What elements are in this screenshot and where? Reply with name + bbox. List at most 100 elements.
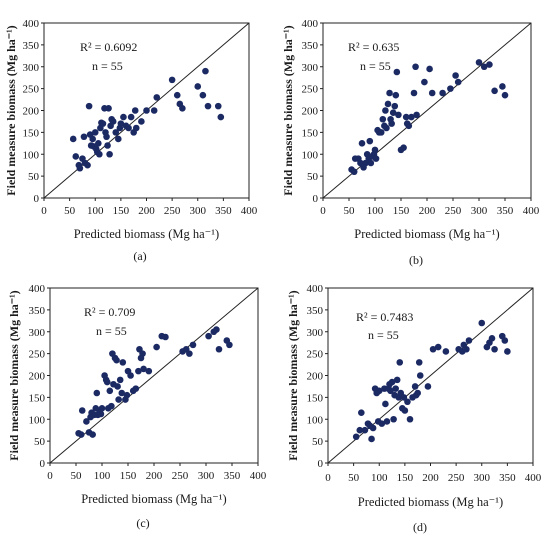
x-tick-label: 50: [344, 205, 356, 217]
data-point: [103, 378, 111, 386]
data-point: [361, 426, 369, 434]
data-point: [127, 372, 134, 379]
data-point: [424, 383, 432, 390]
x-tick-label: 400: [241, 205, 258, 217]
data-point: [199, 91, 207, 99]
data-point: [78, 407, 86, 414]
x-tick-label: 200: [422, 472, 439, 484]
r-squared-label: R² = 0.709: [84, 305, 135, 319]
data-point: [382, 107, 389, 114]
data-point: [104, 142, 111, 149]
data-point: [143, 107, 150, 114]
data-point: [375, 387, 383, 395]
data-point: [387, 387, 394, 395]
y-tick-label: 100: [29, 414, 46, 426]
data-point: [386, 89, 393, 97]
data-point: [352, 433, 360, 441]
x-tick-label: 300: [198, 470, 215, 482]
panel-b: 0 50 100 150 200 250 300 350 400 0 50 100 150 200 250 3…: [281, 18, 540, 267]
data-point: [395, 111, 402, 119]
data-point: [72, 153, 80, 160]
sample-size-label: n = 55: [368, 328, 399, 342]
y-tick-label: 250: [29, 349, 46, 361]
data-point: [84, 161, 91, 169]
data-point: [491, 87, 498, 95]
data-point: [400, 144, 407, 151]
data-point: [392, 91, 400, 99]
data-point: [138, 118, 145, 125]
data-point: [372, 155, 380, 162]
data-point: [415, 359, 423, 366]
x-tick-label: 300: [190, 205, 207, 217]
y-tick-label: 200: [23, 106, 40, 118]
data-point: [205, 332, 212, 340]
data-point: [356, 426, 364, 434]
data-point: [499, 83, 506, 90]
y-tick-label: 200: [29, 371, 46, 383]
data-point: [186, 350, 193, 357]
data-point: [383, 124, 390, 132]
data-point: [217, 113, 225, 121]
data-point: [393, 376, 401, 384]
sample-size-label: n = 55: [360, 59, 391, 73]
data-point: [447, 85, 454, 92]
data-point: [371, 146, 379, 154]
y-tick-label: 300: [23, 62, 40, 74]
data-point: [162, 333, 169, 341]
data-point: [99, 120, 107, 127]
data-point: [368, 435, 375, 443]
data-point: [114, 383, 121, 390]
y-tick-label: 350: [29, 305, 46, 317]
data-point: [127, 113, 135, 121]
data-point: [194, 83, 202, 90]
x-tick-label: 50: [71, 470, 83, 482]
y-tick-label: 150: [302, 127, 319, 139]
x-tick-label: 200: [138, 205, 155, 217]
data-point: [439, 89, 446, 97]
data-point: [501, 91, 509, 99]
x-axis-label: Predicted biomass (Mg ha⁻¹): [354, 227, 499, 241]
y-axis-label: Field measure biomass (Mg ha⁻¹): [4, 25, 18, 195]
y-tick-label: 400: [302, 18, 319, 30]
y-tick-label: 50: [34, 436, 46, 448]
data-point: [367, 159, 375, 167]
x-tick-label: 250: [172, 470, 189, 482]
data-point: [480, 63, 488, 71]
x-tick-label: 400: [250, 470, 267, 482]
data-point: [452, 72, 459, 79]
x-tick-label: 250: [164, 205, 181, 217]
x-tick-label: 50: [348, 472, 360, 484]
data-point: [91, 129, 99, 136]
y-tick-label: 0: [34, 193, 40, 205]
data-point: [226, 341, 233, 349]
y-tick-label: 100: [302, 149, 319, 161]
x-tick-label: 150: [120, 470, 137, 482]
data-point: [83, 418, 90, 425]
data-point: [98, 405, 106, 412]
data-point: [97, 410, 105, 418]
data-point: [117, 120, 125, 127]
x-tick-label: 150: [113, 205, 130, 217]
data-point: [139, 350, 146, 357]
y-tick-label: 300: [302, 62, 319, 74]
y-tick-label: 100: [23, 149, 40, 161]
data-points: [69, 67, 225, 172]
data-point: [116, 376, 124, 384]
data-point: [113, 356, 120, 364]
sample-size-label: n = 55: [96, 324, 127, 338]
data-point: [378, 420, 386, 427]
data-point: [392, 385, 399, 392]
x-tick-label: 200: [146, 470, 163, 482]
x-tick-label: 350: [499, 472, 516, 484]
data-point: [478, 319, 486, 327]
data-point: [501, 337, 509, 344]
data-points: [75, 326, 233, 438]
y-tick-label: 200: [302, 106, 319, 118]
data-point: [377, 129, 385, 136]
panel-label: (a): [133, 249, 146, 263]
data-point: [410, 89, 418, 97]
data-point: [463, 345, 470, 353]
data-point: [76, 164, 84, 172]
r-squared-label: R² = 0.7483: [356, 310, 413, 324]
